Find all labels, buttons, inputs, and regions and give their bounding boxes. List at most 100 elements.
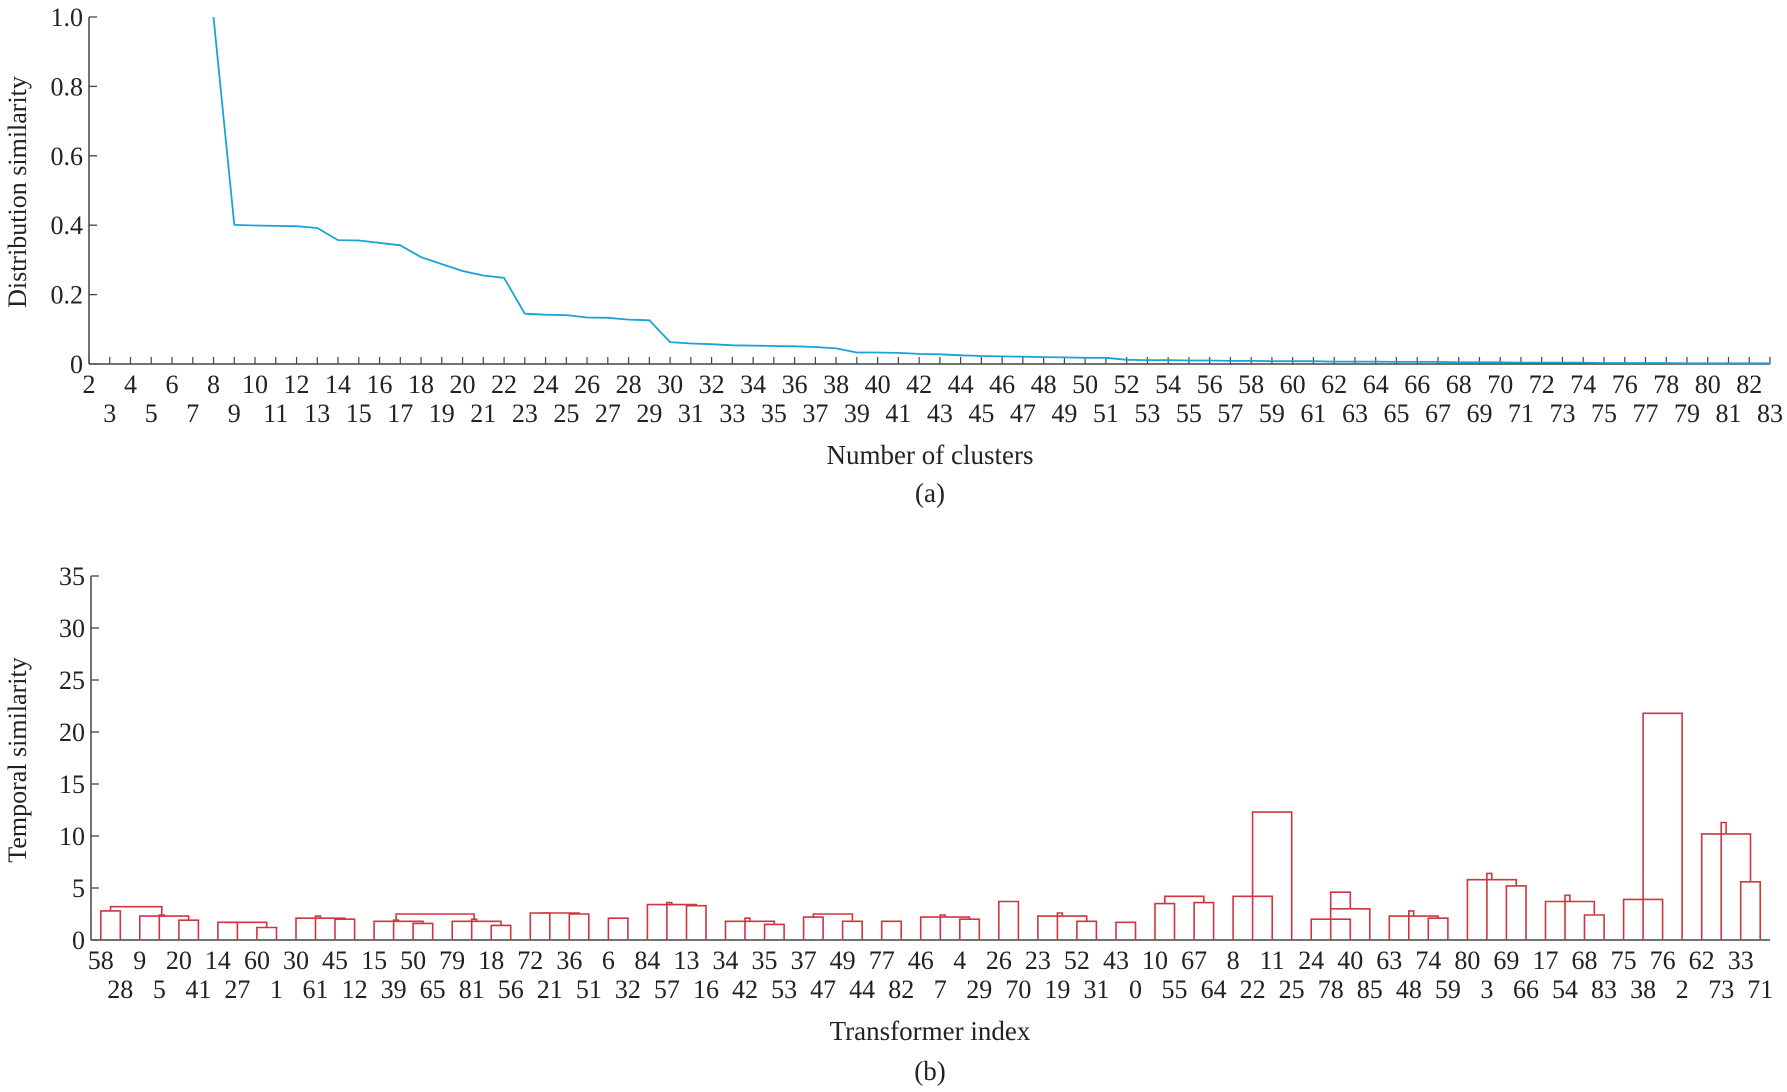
- panel-b-leaf-label: 23: [1025, 946, 1051, 975]
- panel-b-leaf-label: 38: [1630, 975, 1656, 1004]
- panel-b-leaf-label: 78: [1318, 975, 1344, 1004]
- panel-a-y-tick-label: 0: [70, 350, 83, 379]
- panel-b-leaf-label: 4: [953, 946, 966, 975]
- panel-b-y-tick-label: 35: [59, 562, 85, 591]
- panel-b-dendrogram-link: [1466, 878, 1517, 940]
- panel-a-x-tick-label: 8: [207, 370, 220, 399]
- panel-b-dendrogram-link: [1251, 811, 1293, 940]
- panel-b-leaf-label: 33: [1728, 946, 1754, 975]
- panel-a-x-tick-label: 29: [636, 399, 662, 428]
- panel-a-x-tick-label: 5: [145, 399, 158, 428]
- panel-a-x-tick-label: 30: [657, 370, 683, 399]
- panel-b-dendrogram-link: [1642, 712, 1683, 940]
- panel-b-leaf-label: 83: [1591, 975, 1617, 1004]
- panel-a-x-tick-label: 26: [574, 370, 600, 399]
- panel-b-leaf-label: 41: [185, 975, 211, 1004]
- panel-b-leaf-label: 27: [224, 975, 250, 1004]
- panel-a-x-tick-label: 34: [740, 370, 766, 399]
- panel-b-leaf-label: 76: [1650, 946, 1676, 975]
- panel-a-y-tick-label: 0.8: [51, 72, 84, 101]
- panel-b-leaf-label: 32: [615, 975, 641, 1004]
- panel-a-x-tick-label: 82: [1736, 370, 1762, 399]
- panel-a-x-tick-label: 49: [1051, 399, 1077, 428]
- panel-b-leaf-label: 11: [1260, 946, 1285, 975]
- panel-a-x-tick-label: 45: [968, 399, 994, 428]
- panel-b-dendrogram-link: [744, 917, 751, 940]
- panel-b-leaf-label: 18: [478, 946, 504, 975]
- panel-b-leaf-label: 10: [1142, 946, 1168, 975]
- panel-b-y-tick-label: 30: [59, 614, 85, 643]
- panel-a-x-tick-label: 53: [1134, 399, 1160, 428]
- panel-b-leaf-label: 59: [1435, 975, 1461, 1004]
- panel-a-x-tick-label: 70: [1487, 370, 1513, 399]
- panel-a-x-tick-label: 80: [1695, 370, 1721, 399]
- panel-b-dendrogram-link: [529, 912, 551, 940]
- panel-a-x-tick-label: 76: [1612, 370, 1638, 399]
- panel-a-x-tick-label: 14: [325, 370, 351, 399]
- panel-a-x-tick-label: 64: [1363, 370, 1389, 399]
- panel-a-x-tick-label: 42: [906, 370, 932, 399]
- panel-a-line-chart: Distribution similarity Number of cluste…: [3, 3, 1783, 508]
- panel-b-leaf-label: 39: [381, 975, 407, 1004]
- panel-b-leaf-label: 24: [1298, 946, 1324, 975]
- panel-b-dendrogram-link: [939, 914, 946, 940]
- panel-b-leaf-label: 40: [1337, 946, 1363, 975]
- panel-a-x-tick-label: 58: [1238, 370, 1264, 399]
- panel-a-x-tick-label: 28: [616, 370, 642, 399]
- panel-b-y-tick-label: 25: [59, 666, 85, 695]
- panel-b-dendrogram-link: [334, 918, 356, 940]
- panel-b-leaf-label: 53: [771, 975, 797, 1004]
- panel-a-x-tick-label: 25: [553, 399, 579, 428]
- panel-b-leaf-label: 52: [1064, 946, 1090, 975]
- panel-a-x-tick-label: 68: [1446, 370, 1472, 399]
- panel-a-caption: (a): [915, 478, 945, 508]
- panel-b-leaf-label: 45: [322, 946, 348, 975]
- panel-b-leaf-label: 36: [556, 946, 582, 975]
- panel-b-leaf-label: 21: [537, 975, 563, 1004]
- panel-a-y-axis-label: Distribution similarity: [3, 76, 32, 308]
- panel-b-dendrogram-link: [109, 905, 163, 915]
- panel-a-x-axis-label: Number of clusters: [827, 440, 1034, 470]
- panel-a-x-tick-label: 77: [1632, 399, 1658, 428]
- panel-a-x-tick-label: 32: [699, 370, 725, 399]
- panel-a-x-tick-label: 7: [186, 399, 199, 428]
- panel-a-x-tick-label: 61: [1300, 399, 1326, 428]
- panel-a-x-tick-label: 67: [1425, 399, 1451, 428]
- panel-b-leaf-label: 65: [420, 975, 446, 1004]
- panel-b-dendrogram-link: [1164, 895, 1205, 904]
- panel-b-leaf-label: 13: [673, 946, 699, 975]
- panel-b-dendrogram-link: [1700, 833, 1752, 940]
- panel-b-leaf-label: 12: [342, 975, 368, 1004]
- panel-b-leaf-label: 44: [849, 975, 875, 1004]
- panel-a-x-tick-label: 44: [948, 370, 974, 399]
- panel-b-dendrogram-link: [392, 919, 400, 940]
- panel-b-leaf-label: 50: [400, 946, 426, 975]
- panel-b-dendrogram-link: [1329, 891, 1352, 940]
- panel-a-x-tick-label: 48: [1031, 370, 1057, 399]
- panel-a-x-tick-label: 83: [1757, 399, 1783, 428]
- panel-a-x-tick-label: 6: [166, 370, 179, 399]
- panel-a-series-line: [212, 16, 1770, 365]
- panel-b-dendrogram-link: [540, 912, 580, 914]
- panel-a-x-tick-label: 63: [1342, 399, 1368, 428]
- panel-b-leaf-label: 37: [791, 946, 817, 975]
- panel-b-leaf-label: 64: [1201, 975, 1227, 1004]
- panel-a-y-tick-label: 0.6: [51, 142, 84, 171]
- panel-b-leaf-label: 7: [934, 975, 947, 1004]
- panel-a-x-tick-label: 81: [1715, 399, 1741, 428]
- panel-a-x-tick-label: 62: [1321, 370, 1347, 399]
- panel-b-dendrogram-link: [666, 901, 673, 940]
- panel-b-leaf-label: 47: [810, 975, 836, 1004]
- panel-b-leaf-label: 5: [153, 975, 166, 1004]
- panel-a-x-tick-label: 69: [1466, 399, 1492, 428]
- panel-b-leaf-label: 6: [602, 946, 615, 975]
- panel-b-dendrogram-link: [100, 910, 122, 940]
- panel-b-dendrogram-link: [1408, 910, 1415, 940]
- panel-b-dendrogram-link: [178, 919, 200, 940]
- panel-a-x-tick-label: 9: [228, 399, 241, 428]
- panel-b-leaf-label: 70: [1005, 975, 1031, 1004]
- panel-b-dendrogram-link: [802, 916, 824, 940]
- panel-b-leaf-label: 35: [752, 946, 778, 975]
- panel-a-x-tick-label: 33: [719, 399, 745, 428]
- panel-b-leaf-label: 48: [1396, 975, 1422, 1004]
